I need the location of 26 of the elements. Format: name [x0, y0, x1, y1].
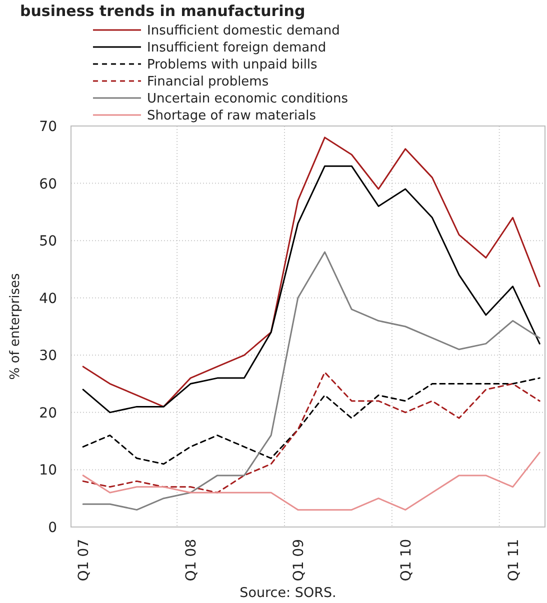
legend-label: Insufficient domestic demand: [147, 24, 340, 38]
legend-label: Uncertain economic conditions: [147, 92, 348, 106]
line-series: [82, 452, 540, 511]
y-tick-label: 40: [39, 290, 57, 307]
y-axis-title: % of enterprises: [8, 272, 23, 380]
line-series: [82, 251, 540, 511]
legend-label: Insufficient foreign demand: [147, 40, 326, 56]
y-tick-label: 0: [48, 520, 57, 536]
line-series: [82, 377, 540, 465]
legend-label: Shortage of raw materials: [147, 108, 316, 124]
legend-label: Problems with unpaid bills: [147, 58, 318, 72]
x-tick-label: Q1 07: [76, 539, 92, 582]
x-tick-label: Q1 11: [506, 539, 522, 582]
x-tick-label: Q1 10: [398, 539, 414, 582]
x-tick-label: Q1 09: [290, 539, 307, 582]
y-tick-label: 60: [39, 176, 57, 192]
x-tick-label: Q1 08: [184, 539, 200, 582]
source-note: Source: SORS.: [240, 585, 336, 601]
chart-title: business trends in manufacturing: [20, 2, 306, 20]
y-tick-label: 30: [39, 348, 57, 364]
y-tick-label: 50: [39, 234, 57, 250]
legend-label: Financial problems: [147, 74, 269, 90]
y-tick-label: 20: [39, 405, 57, 422]
line-series: [82, 372, 540, 494]
y-tick-label: 70: [39, 119, 57, 135]
y-tick-label: 10: [39, 462, 57, 479]
